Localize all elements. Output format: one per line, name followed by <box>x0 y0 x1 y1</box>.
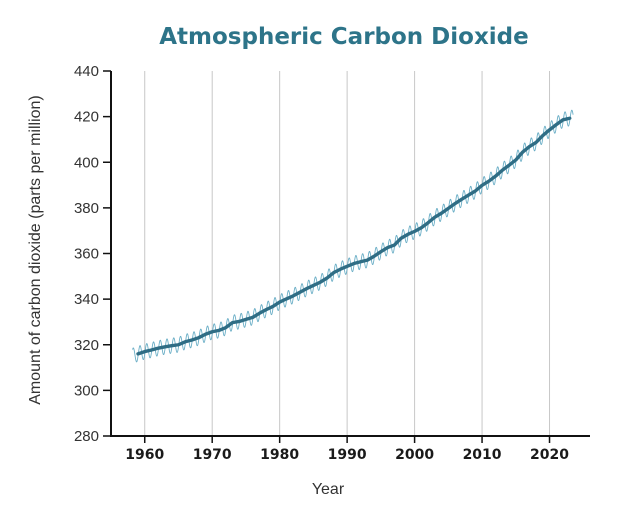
x-tick-label-1980: 1980 <box>260 447 299 463</box>
y-tick-label-300: 300 <box>74 382 99 399</box>
chart-title: Atmospheric Carbon Dioxide <box>159 24 529 50</box>
y-tick-label-280: 280 <box>74 428 99 445</box>
y-tick-label-360: 360 <box>74 246 99 263</box>
y-tick-label-440: 440 <box>74 63 99 80</box>
x-tick-label-1970: 1970 <box>193 447 232 463</box>
trend-series-group <box>136 116 572 356</box>
x-tick-label-2000: 2000 <box>395 447 434 463</box>
y-tick-label-340: 340 <box>74 291 99 308</box>
seasonal-co2-line <box>132 109 574 363</box>
annual-co2-trend-line <box>136 116 572 356</box>
x-tick-label-1990: 1990 <box>328 447 367 463</box>
y-tick-label-420: 420 <box>74 109 99 126</box>
y-tick-label-400: 400 <box>74 154 99 171</box>
x-tick-label-2020: 2020 <box>530 447 569 463</box>
x-tick-label-2010: 2010 <box>463 447 502 463</box>
x-axis-label: Year <box>312 481 345 498</box>
y-axis-label: Amount of carbon dioxide (parts per mill… <box>27 95 44 404</box>
seasonal-series-group <box>132 109 574 363</box>
axes <box>103 70 590 443</box>
y-tick-label-380: 380 <box>74 200 99 217</box>
y-tick-label-320: 320 <box>74 337 99 354</box>
x-tick-label-1960: 1960 <box>125 447 164 463</box>
tick-labels: 280 300 320 340 360 380 400 420 440 1960 1970 1980 1… <box>74 63 569 463</box>
gridlines <box>144 71 551 436</box>
